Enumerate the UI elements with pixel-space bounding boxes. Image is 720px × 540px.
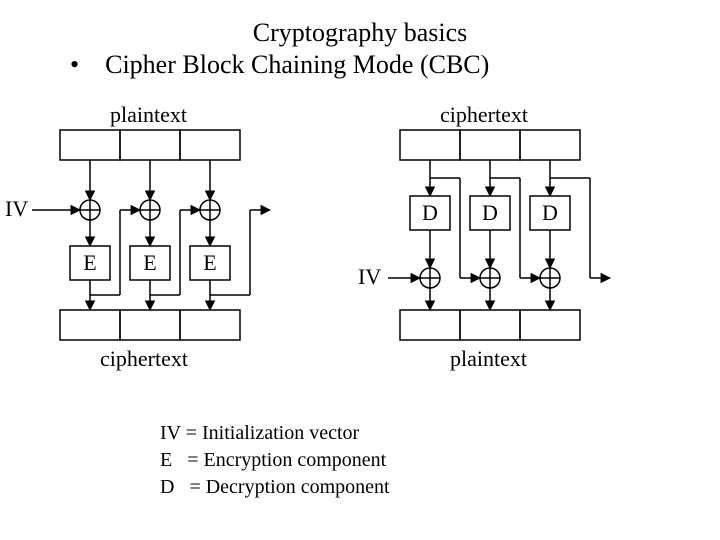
svg-text:D: D: [422, 200, 438, 225]
page: Cryptography basics • Cipher Block Chain…: [0, 0, 720, 540]
diagram-svg: E E E D D D: [0, 0, 720, 540]
svg-text:D: D: [542, 200, 558, 225]
decryption-diagram: DDD: [388, 130, 610, 340]
encryption-diagram: EEE: [32, 130, 270, 340]
svg-text:E: E: [203, 250, 216, 275]
svg-text:E: E: [143, 250, 156, 275]
svg-text:D: D: [482, 200, 498, 225]
svg-text:E: E: [83, 250, 96, 275]
